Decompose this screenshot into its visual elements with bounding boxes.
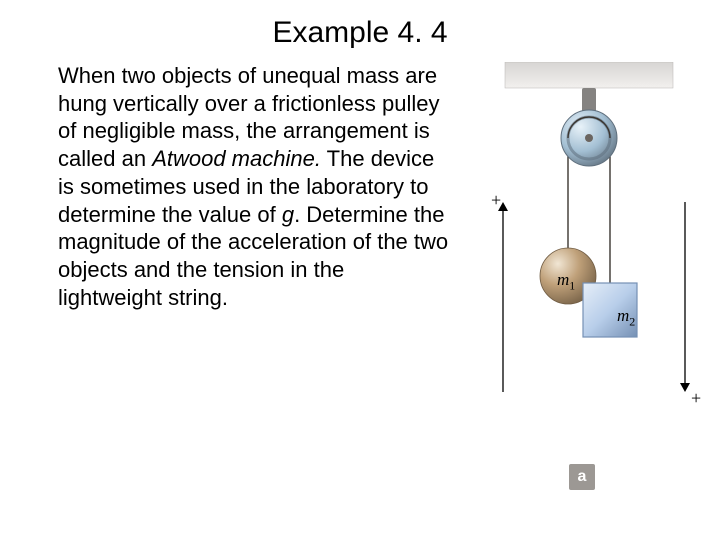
mass1-label: m1 bbox=[557, 270, 575, 293]
body-text: When two objects of unequal mass are hun… bbox=[58, 62, 453, 502]
plus-right: + bbox=[691, 388, 701, 409]
content-row: When two objects of unequal mass are hun… bbox=[0, 62, 720, 502]
figure-badge: a bbox=[569, 464, 595, 490]
mass2-label: m2 bbox=[617, 306, 635, 329]
figure-area: + + m1 m2 a bbox=[459, 62, 719, 502]
page-title: Example 4. 4 bbox=[0, 0, 720, 62]
plus-left: + bbox=[491, 190, 501, 211]
atwood-diagram bbox=[459, 62, 719, 462]
